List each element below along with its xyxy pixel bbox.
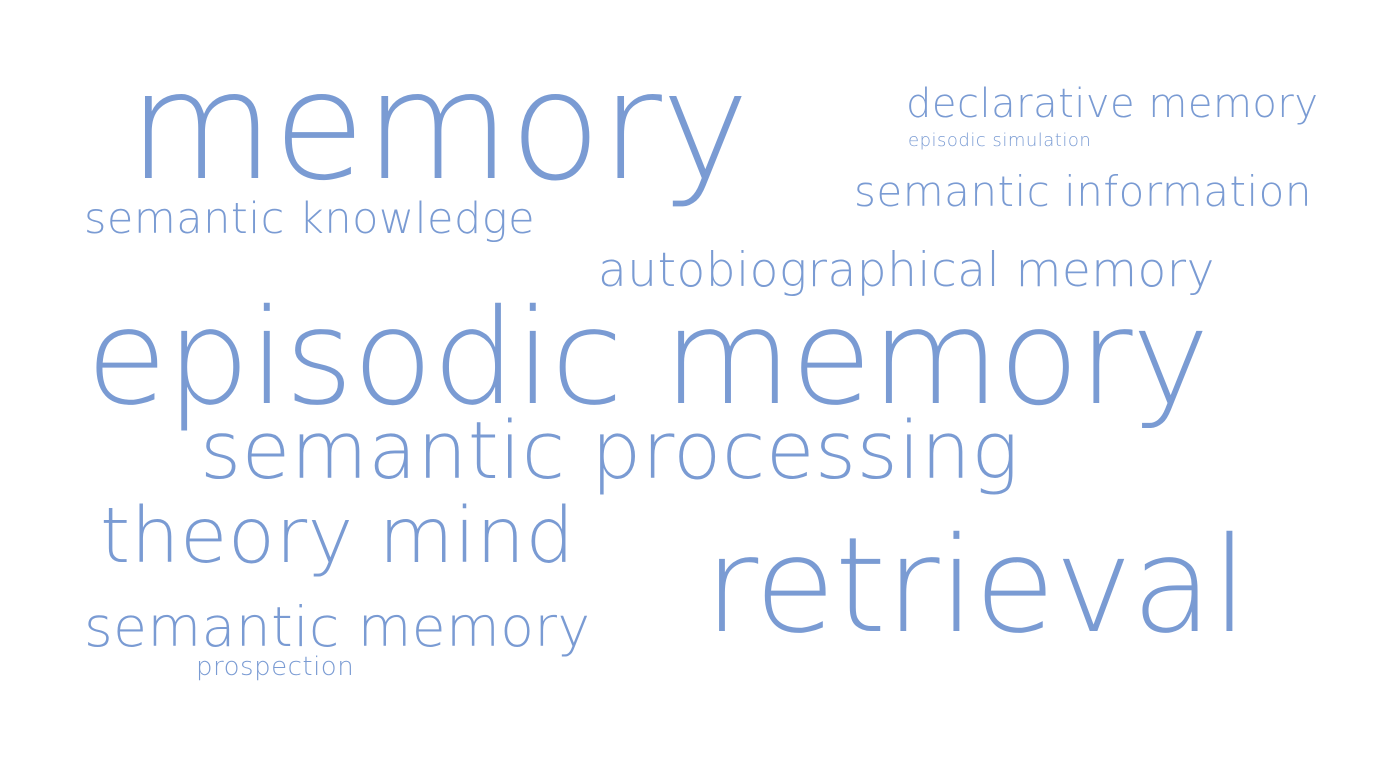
word-semantic-information: semantic information bbox=[854, 167, 1312, 216]
word-episodic-simulation: episodic simulation bbox=[908, 130, 1092, 151]
word-semantic-processing: semantic processing bbox=[200, 405, 1020, 497]
word-episodic-memory: episodic memory bbox=[86, 281, 1210, 435]
word-retrieval: retrieval bbox=[704, 509, 1248, 663]
word-memory: memory bbox=[128, 40, 750, 214]
word-prospection: prospection bbox=[196, 652, 355, 682]
word-theory-mind: theory mind bbox=[100, 492, 575, 581]
word-semantic-knowledge: semantic knowledge bbox=[84, 194, 536, 244]
word-semantic-memory: semantic memory bbox=[84, 595, 591, 659]
word-declarative-memory: declarative memory bbox=[906, 81, 1319, 127]
word-autobiographical-memory: autobiographical memory bbox=[598, 243, 1215, 298]
